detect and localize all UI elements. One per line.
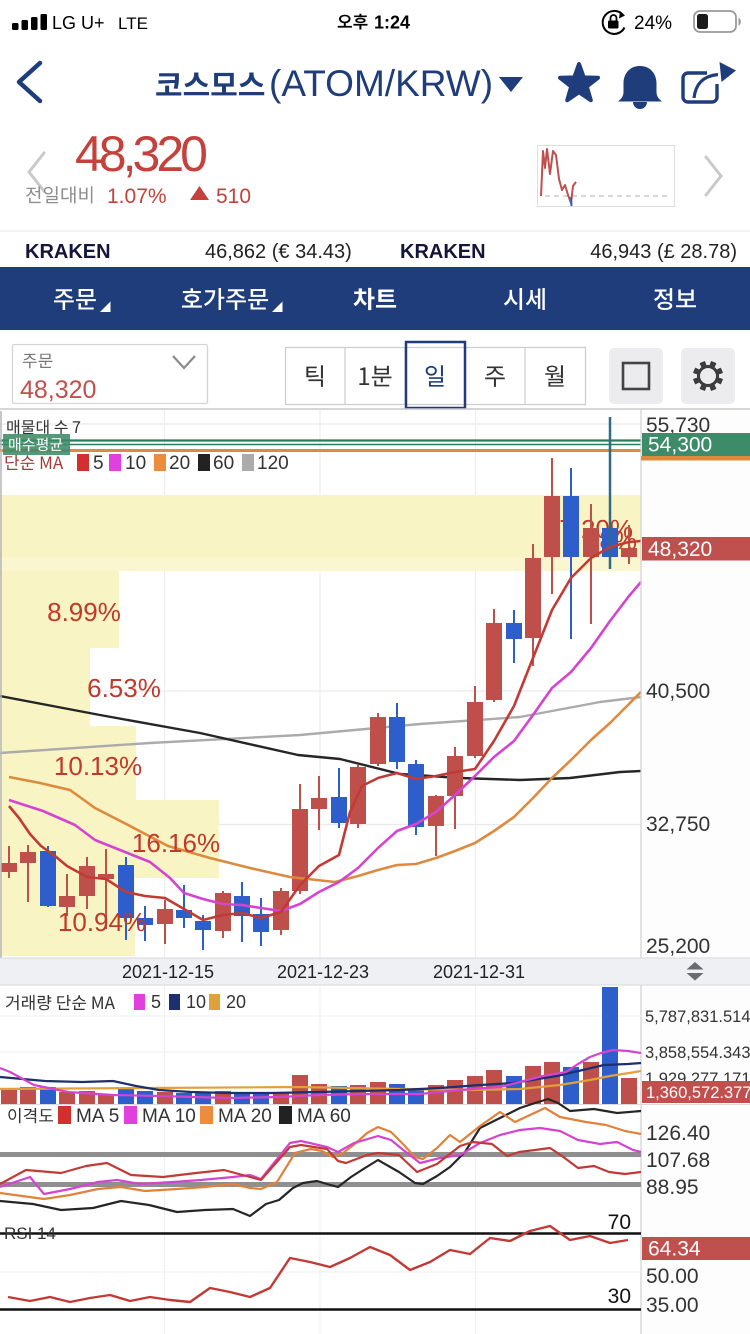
svg-text:60: 60 (213, 453, 234, 474)
svg-text:48,320: 48,320 (648, 538, 712, 561)
svg-text:KRAKEN: KRAKEN (25, 241, 111, 263)
svg-text:126.40: 126.40 (646, 1122, 710, 1145)
svg-text:MA 20: MA 20 (218, 1106, 272, 1127)
svg-text:LTE: LTE (118, 14, 148, 33)
svg-text:2021-12-31: 2021-12-31 (433, 962, 525, 982)
svg-text:1:24: 1:24 (374, 13, 410, 33)
svg-text:70: 70 (608, 1211, 631, 1234)
svg-text:MA 5: MA 5 (76, 1106, 119, 1127)
svg-text:48,320: 48,320 (75, 126, 206, 182)
svg-text:2021-12-15: 2021-12-15 (122, 962, 214, 982)
svg-text:120: 120 (257, 453, 289, 474)
svg-text:55,730: 55,730 (646, 414, 710, 437)
svg-text:8.99%: 8.99% (47, 597, 121, 627)
svg-text:(ATOM/KRW): (ATOM/KRW) (269, 63, 493, 104)
svg-text:20: 20 (226, 992, 246, 1012)
svg-text:10: 10 (186, 992, 206, 1012)
svg-text:25,200: 25,200 (646, 935, 710, 958)
svg-text:1,360,572.377: 1,360,572.377 (646, 1084, 750, 1102)
svg-text:64.34: 64.34 (648, 1238, 701, 1261)
svg-text:2021-12-23: 2021-12-23 (277, 962, 369, 982)
svg-text:46,862 (€ 34.43): 46,862 (€ 34.43) (205, 241, 352, 263)
svg-text:20: 20 (169, 453, 190, 474)
svg-text:54,300: 54,300 (648, 434, 712, 457)
svg-text:510: 510 (216, 185, 251, 208)
svg-text:32,750: 32,750 (646, 813, 710, 836)
svg-text:88.95: 88.95 (646, 1176, 699, 1199)
svg-text:24%: 24% (634, 13, 672, 34)
svg-text:5: 5 (93, 453, 104, 474)
svg-text:MA 10: MA 10 (142, 1106, 196, 1127)
svg-text:6.53%: 6.53% (87, 673, 161, 703)
svg-text:46,943 (£ 28.78): 46,943 (£ 28.78) (590, 241, 737, 263)
svg-text:35.00: 35.00 (646, 1294, 699, 1317)
svg-text:3,858,554.343: 3,858,554.343 (645, 1044, 750, 1062)
svg-text:KRAKEN: KRAKEN (400, 241, 486, 263)
svg-text:16.16%: 16.16% (132, 828, 220, 858)
svg-text:5,787,831.514: 5,787,831.514 (645, 1008, 750, 1026)
svg-text:107.68: 107.68 (646, 1149, 710, 1172)
svg-text:RSI 14: RSI 14 (4, 1224, 56, 1243)
svg-text:40,500: 40,500 (646, 680, 710, 703)
svg-text:10.13%: 10.13% (54, 751, 142, 781)
svg-text:5: 5 (151, 992, 161, 1012)
svg-text:30: 30 (608, 1285, 631, 1308)
svg-text:48,320: 48,320 (20, 376, 96, 404)
svg-text:10.94%: 10.94% (58, 907, 146, 937)
svg-text:10: 10 (125, 453, 146, 474)
svg-text:MA 60: MA 60 (297, 1106, 351, 1127)
svg-text:50.00: 50.00 (646, 1265, 699, 1288)
svg-text:LG U+: LG U+ (52, 13, 105, 33)
svg-text:1.07%: 1.07% (107, 185, 167, 208)
